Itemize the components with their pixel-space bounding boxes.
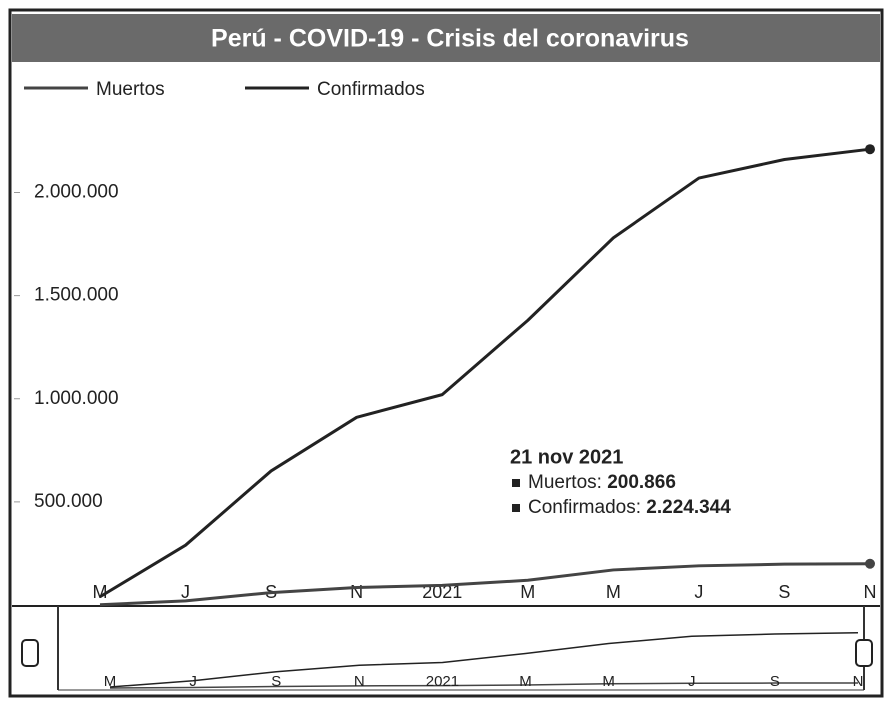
end-marker xyxy=(865,558,875,569)
series-line xyxy=(99,147,871,599)
x-tick-label: M xyxy=(520,582,535,602)
tooltip-bullet xyxy=(512,504,520,512)
x-tick-label: J xyxy=(181,582,190,602)
title-banner xyxy=(12,14,880,62)
x-tick-label: N xyxy=(864,582,877,602)
tooltip-label: Confirmados: xyxy=(528,497,641,518)
y-tick-label: 1.000.000 xyxy=(34,388,119,409)
tooltip-bullet xyxy=(512,479,520,487)
navigator-label: N xyxy=(853,673,864,690)
legend-label: Confirmados xyxy=(317,79,425,100)
x-tick-label: N xyxy=(350,582,363,602)
end-marker xyxy=(865,144,875,155)
chart-title: Perú - COVID-19 - Crisis del coronavirus xyxy=(211,25,689,53)
navigator-label: S xyxy=(770,673,780,690)
tooltip-label: Muertos: xyxy=(528,472,602,493)
navigator-line xyxy=(109,632,859,688)
navigator-label: M xyxy=(602,673,615,690)
navigator-label: S xyxy=(271,673,281,690)
x-tick-label: M xyxy=(93,582,108,602)
y-tick-label: 500.000 xyxy=(34,491,103,512)
legend-label: Muertos xyxy=(96,79,165,100)
series-line xyxy=(99,562,871,607)
y-tick-label: 2.000.000 xyxy=(34,182,119,203)
navigator-label: M xyxy=(104,673,117,690)
tooltip-date: 21 nov 2021 xyxy=(510,446,623,468)
tooltip-value: 2.224.344 xyxy=(646,497,731,518)
navigator-label: J xyxy=(189,673,197,690)
navigator-label: J xyxy=(688,673,696,690)
navigator-label: M xyxy=(519,673,532,690)
x-tick-label: S xyxy=(778,582,790,602)
tooltip-item: Confirmados: 2.224.344 xyxy=(528,497,731,518)
x-tick-label: M xyxy=(606,582,621,602)
tooltip-item: Muertos: 200.866 xyxy=(528,472,676,493)
frame xyxy=(8,8,884,698)
x-tick-label: J xyxy=(694,582,703,602)
navigator-label: 2021 xyxy=(426,673,459,690)
navigator-line xyxy=(109,682,859,689)
navigator-label: N xyxy=(354,673,365,690)
tooltip-value: 200.866 xyxy=(607,472,676,493)
navigator-handle[interactable] xyxy=(855,639,873,667)
navigator-handle[interactable] xyxy=(21,639,39,667)
y-tick-label: 1.500.000 xyxy=(34,285,119,306)
